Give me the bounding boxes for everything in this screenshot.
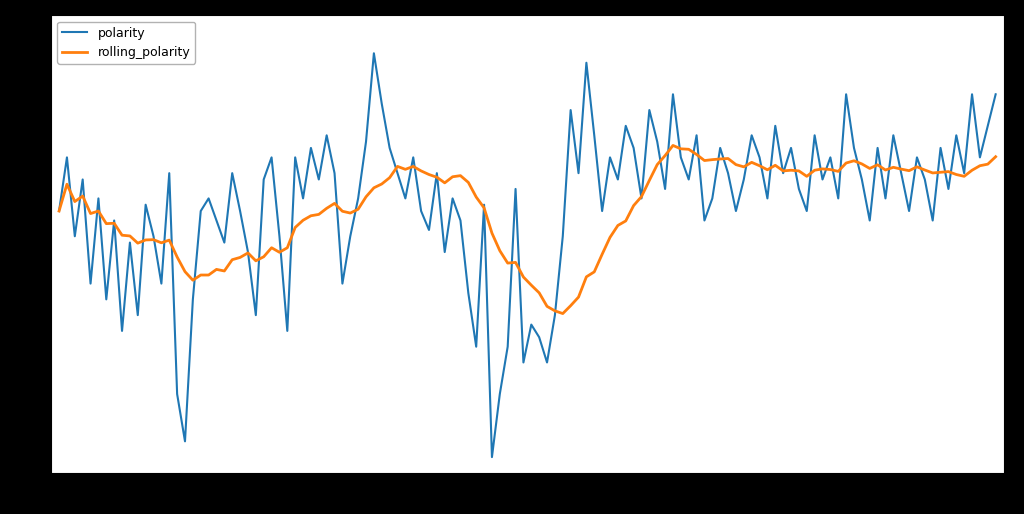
rolling_polarity	[557, 310, 569, 317]
polarity	[250, 312, 262, 318]
rolling_polarity	[667, 142, 679, 149]
rolling_polarity	[989, 154, 1001, 160]
rolling_polarity	[809, 167, 821, 173]
rolling_polarity	[974, 162, 986, 169]
rolling_polarity	[581, 274, 593, 280]
polarity	[989, 91, 1001, 97]
polarity	[714, 145, 726, 151]
polarity	[53, 208, 66, 214]
rolling_polarity	[305, 213, 317, 219]
polarity	[588, 132, 600, 138]
polarity	[974, 154, 986, 160]
Legend: polarity, rolling_polarity: polarity, rolling_polarity	[57, 22, 196, 64]
polarity	[305, 145, 317, 151]
Line: rolling_polarity: rolling_polarity	[59, 145, 995, 314]
rolling_polarity	[714, 156, 726, 162]
polarity	[809, 132, 821, 138]
rolling_polarity	[250, 258, 262, 264]
polarity	[368, 50, 380, 57]
polarity	[485, 454, 498, 460]
rolling_polarity	[53, 208, 66, 214]
Line: polarity: polarity	[59, 53, 995, 457]
